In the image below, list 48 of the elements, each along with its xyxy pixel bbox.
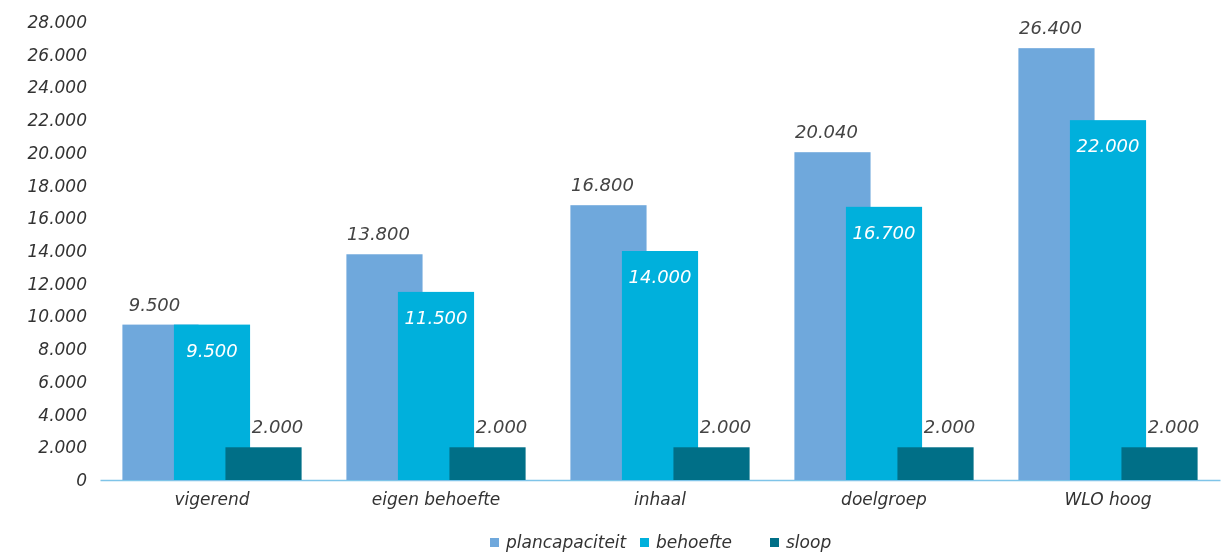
data-label: 16.800 bbox=[570, 174, 634, 196]
data-label: 20.040 bbox=[794, 121, 858, 143]
bar bbox=[897, 447, 974, 480]
bar bbox=[397, 291, 475, 480]
y-tick-label: 8.000 bbox=[38, 339, 87, 360]
data-label: 16.700 bbox=[852, 221, 916, 243]
legend-label: sloop bbox=[786, 532, 832, 552]
data-label: 2.000 bbox=[699, 416, 752, 438]
bar bbox=[621, 251, 699, 480]
bar bbox=[225, 447, 302, 480]
y-tick-label: 16.000 bbox=[27, 208, 87, 229]
y-tick-label: 28.000 bbox=[27, 11, 87, 32]
data-label: 26.400 bbox=[1018, 17, 1082, 39]
y-tick-label: 0 bbox=[76, 469, 87, 490]
data-label: 2.000 bbox=[251, 416, 304, 438]
bar bbox=[1069, 120, 1147, 480]
y-tick-label: 4.000 bbox=[38, 404, 87, 425]
data-label: 13.800 bbox=[346, 223, 410, 245]
y-tick-label: 6.000 bbox=[38, 371, 87, 392]
y-tick-label: 22.000 bbox=[27, 110, 87, 131]
y-tick-label: 12.000 bbox=[27, 273, 87, 294]
data-label: 9.500 bbox=[128, 293, 181, 315]
x-tick-label: inhaal bbox=[634, 489, 687, 510]
legend-label: behoefte bbox=[656, 532, 732, 552]
legend-label: plancapaciteit bbox=[505, 532, 628, 552]
x-tick-label: doelgroep bbox=[841, 489, 928, 510]
x-tick-label: WLO hoog bbox=[1064, 489, 1152, 510]
bar bbox=[673, 447, 750, 480]
bar bbox=[449, 447, 526, 480]
y-tick-label: 26.000 bbox=[27, 44, 87, 65]
data-label: 11.500 bbox=[404, 306, 468, 328]
x-tick-label: vigerend bbox=[174, 489, 250, 510]
y-tick-label: 20.000 bbox=[27, 142, 87, 163]
data-label: 9.500 bbox=[186, 339, 238, 361]
data-label: 22.000 bbox=[1076, 135, 1140, 157]
x-tick-label: eigen behoefte bbox=[371, 489, 501, 510]
bar bbox=[845, 206, 923, 480]
y-tick-label: 2.000 bbox=[38, 437, 87, 458]
bar bbox=[173, 324, 251, 480]
data-label: 14.000 bbox=[628, 266, 692, 287]
data-label: 2.000 bbox=[1147, 416, 1200, 438]
y-tick-label: 10.000 bbox=[27, 306, 87, 327]
data-label: 2.000 bbox=[475, 416, 528, 438]
bar bbox=[1121, 447, 1198, 480]
y-tick-label: 14.000 bbox=[27, 240, 87, 261]
data-label: 2.000 bbox=[923, 416, 976, 438]
y-tick-label: 24.000 bbox=[27, 77, 87, 98]
y-tick-label: 18.000 bbox=[27, 175, 87, 196]
